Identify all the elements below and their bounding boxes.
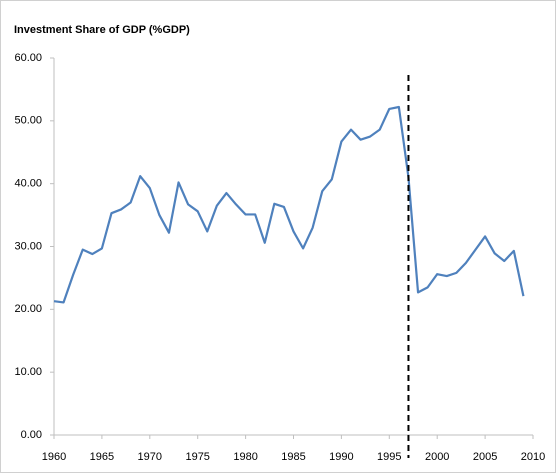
x-tick-label: 1980 [233,451,257,463]
x-tick-label: 1965 [90,451,114,463]
x-tick-label: 2005 [473,451,497,463]
y-tick-label: 50.00 [14,115,42,127]
data-line [53,105,525,304]
x-tick-label: 1990 [329,451,353,463]
y-tick-label: 60.00 [14,52,42,64]
y-tick-label: 20.00 [14,303,42,315]
chart-title: Investment Share of GDP (%GDP) [14,24,190,36]
y-tick-label: 0.00 [21,429,42,441]
x-tick-label: 1995 [377,451,401,463]
x-tick-label: 1970 [138,451,162,463]
x-tick-label: 1960 [42,451,66,463]
y-tick-label: 30.00 [14,240,42,252]
x-tick-label: 2010 [521,451,545,463]
y-tick-label: 10.00 [14,366,42,378]
x-tick-label: 2000 [425,451,449,463]
x-tick-label: 1975 [185,451,209,463]
y-tick-label: 40.00 [14,178,42,190]
x-tick-label: 1985 [281,451,305,463]
